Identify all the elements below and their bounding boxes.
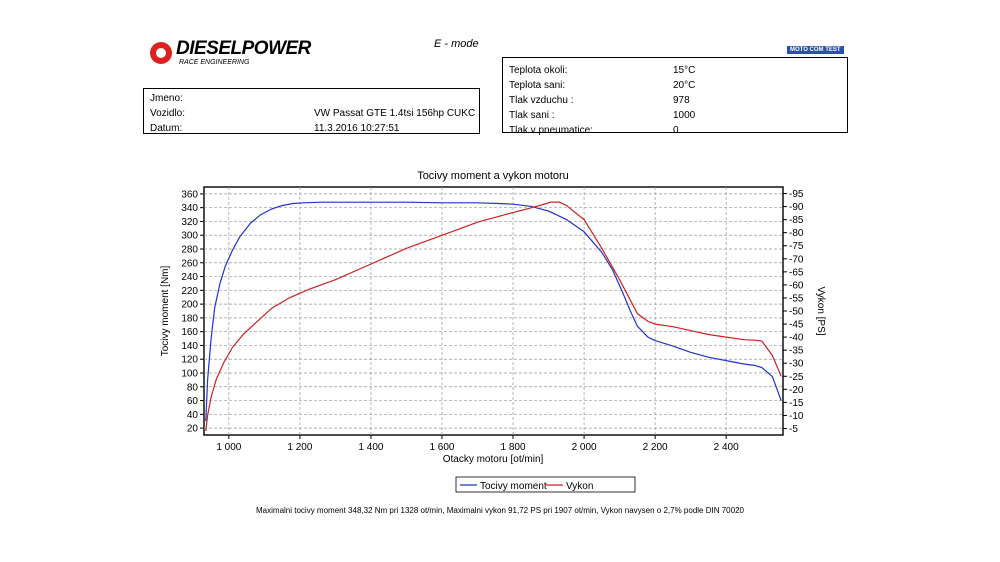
vozidlo-value: VW Passat GTE 1.4tsi 156hp CUKC (314, 108, 476, 119)
y-left-tick-label: 320 (181, 217, 198, 228)
y-left-tick-label: 360 (181, 189, 198, 200)
y-right-tick-label: -65 (789, 267, 804, 278)
tlak-sani-label: Tlak sani : (509, 110, 555, 121)
legend-label-power: Vykon (566, 481, 593, 492)
teplota-okoli-label: Teplota okoli: (509, 65, 568, 76)
y-left-tick-label: 160 (181, 327, 198, 338)
y-right-tick-label: -70 (789, 254, 804, 265)
x-tick-label: 2 000 (572, 442, 597, 453)
summary-text: Maximalni tocivy moment 348,32 Nm pri 13… (256, 506, 744, 515)
x-tick-label: 1 400 (358, 442, 383, 453)
logo-subtitle: RACE ENGINEERING (179, 59, 250, 66)
teplota-sani-label: Teplota sani: (509, 80, 566, 91)
y-left-tick-label: 340 (181, 203, 198, 214)
x-tick-label: 1 800 (501, 442, 526, 453)
y-left-tick-label: 300 (181, 231, 198, 242)
y-right-tick-label: -85 (789, 215, 804, 226)
turbo-logo-icon (150, 42, 172, 64)
y-right-tick-label: -50 (789, 307, 804, 318)
mode-label: E - mode (434, 38, 479, 50)
jmeno-label: Jmeno: (150, 93, 183, 104)
y-left-tick-label: 280 (181, 245, 198, 256)
series-lines (205, 201, 782, 432)
y-right-tick-label: -25 (789, 372, 804, 383)
y-right-tick-label: -55 (789, 293, 804, 304)
y-right-tick-label: -45 (789, 320, 804, 331)
x-axis-label: Otacky motoru [ot/min] (443, 454, 544, 465)
y-right-tick-label: -90 (789, 202, 804, 213)
brand-badge: MOTO COM TEST (787, 46, 844, 54)
y-left-tick-label: 100 (181, 369, 198, 380)
x-tick-label: 2 200 (643, 442, 668, 453)
y-right-tick-label: -75 (789, 241, 804, 252)
tlak-vzduchu-label: Tlak vzduchu : (509, 95, 574, 106)
y-left-tick-label: 40 (187, 410, 199, 421)
y-left-tick-label: 220 (181, 286, 198, 297)
vozidlo-label: Vozidlo: (150, 108, 186, 119)
y-right-tick-label: -10 (789, 411, 804, 422)
chart-title: Tocivy moment a vykon motoru (417, 170, 569, 182)
teplota-sani-value: 20°C (673, 80, 696, 91)
y-left-tick-label: 120 (181, 355, 198, 366)
y-right-tick-label: -5 (789, 424, 798, 435)
torque-line (205, 201, 782, 422)
y-left-tick-label: 260 (181, 258, 198, 269)
y-left-tick-label: 20 (187, 424, 199, 435)
y-left-tick-label: 60 (187, 396, 199, 407)
conditions-box: Teplota okoli: 15°C Teplota sani: 20°C T… (502, 57, 848, 136)
y-right-tick-label: -35 (789, 346, 804, 357)
y-left-tick-label: 80 (187, 382, 199, 393)
datum-value: 11.3.2016 10:27:51 (314, 123, 400, 134)
datum-label: Datum: (150, 123, 183, 134)
y-left-tick-label: 240 (181, 272, 198, 283)
teplota-okoli-value: 15°C (673, 65, 696, 76)
y-axis-left-label: Tocivy moment [Nm] (160, 265, 171, 356)
legend-label-torque: Tocivy moment (480, 481, 547, 492)
grid-lines (204, 187, 783, 435)
y-right-tick-label: -20 (789, 385, 804, 396)
y-left-tick-label: 180 (181, 313, 198, 324)
y-right-tick-label: -15 (789, 398, 804, 409)
chart-legend: Tocivy moment Vykon (455, 476, 636, 493)
dieselpower-logo: DIESELPOWER RACE ENGINEERING (150, 38, 311, 70)
tlak-vzduchu-value: 978 (673, 95, 690, 106)
power-line (205, 201, 782, 432)
logo-text: DIESELPOWER (176, 38, 311, 59)
tlak-pneumatice-label: Tlak v pneumatice: (509, 125, 593, 136)
y-left-tick-label: 200 (181, 300, 198, 311)
tlak-pneumatice-value: 0 (673, 125, 679, 136)
vehicle-info-box: Jmeno: Vozidlo: VW Passat GTE 1.4tsi 156… (143, 88, 480, 134)
plot-area (203, 186, 784, 436)
y-right-tick-label: -60 (789, 280, 804, 291)
x-tick-label: 1 200 (287, 442, 312, 453)
y-right-tick-label: -80 (789, 228, 804, 239)
y-right-tick-label: -40 (789, 333, 804, 344)
axis-ticks: 1 000 1 200 1 400 1 600 1 800 2 000 2 200 2 400… (181, 189, 804, 453)
y-right-tick-label: -95 (789, 189, 804, 200)
tlak-sani-value: 1000 (673, 110, 696, 121)
y-right-tick-label: -30 (789, 359, 804, 370)
y-axis-right-label: Vykon [PS] (815, 286, 826, 335)
x-tick-label: 1 600 (429, 442, 454, 453)
x-tick-label: 1 000 (216, 442, 241, 453)
y-left-tick-label: 140 (181, 341, 198, 352)
legend-box (455, 476, 636, 493)
x-tick-label: 2 400 (714, 442, 739, 453)
